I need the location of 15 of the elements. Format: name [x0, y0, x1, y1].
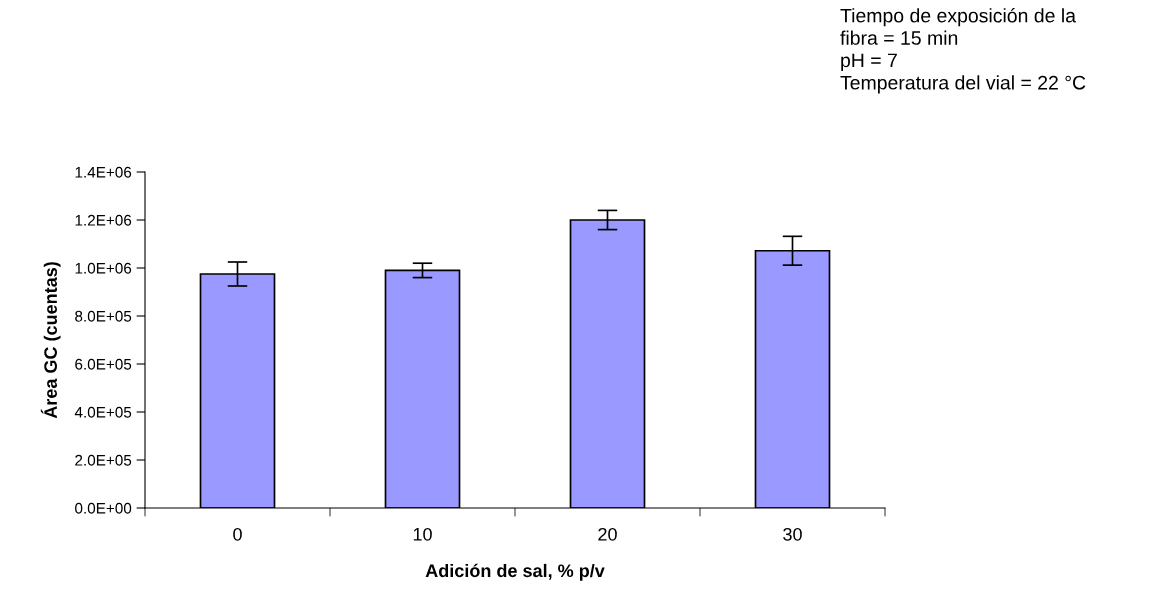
y-tick-label: 1.2E+06 — [75, 214, 132, 226]
x-tick-label: 0 — [233, 527, 242, 541]
y-tick-label: 2.0E+05 — [75, 454, 132, 466]
x-tick-label: 20 — [598, 527, 617, 541]
y-axis-title: Área GC (cuentas) — [40, 262, 61, 419]
y-tick-label: 8.0E+05 — [75, 310, 132, 322]
y-tick-label: 1.4E+06 — [75, 166, 132, 178]
x-tick-label: 10 — [413, 527, 432, 541]
y-tick-label: 6.0E+05 — [75, 358, 132, 370]
text: Tiempo de exposición de la fibra = 15 min pH = 7 Temperatura del vial = 22 °C — [840, 8, 1086, 94]
y-tick-label: 4.0E+05 — [74, 406, 132, 418]
x-tick-label: 30 — [783, 527, 802, 541]
x-axis-title: Adición de sal, % p/v — [425, 563, 605, 581]
y-tick-label: 0.0E+00 — [75, 502, 132, 514]
y-tick-label: 1.0E+06 — [75, 262, 132, 274]
